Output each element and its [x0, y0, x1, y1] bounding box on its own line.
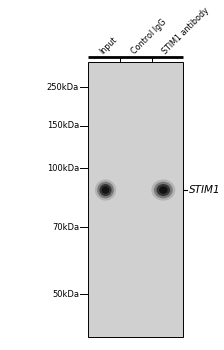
Text: 250kDa: 250kDa	[47, 83, 79, 92]
Ellipse shape	[97, 182, 114, 198]
Ellipse shape	[159, 186, 168, 194]
Text: Control IgG: Control IgG	[129, 18, 168, 56]
Bar	[88, 62, 183, 337]
Text: 50kDa: 50kDa	[52, 290, 79, 299]
Ellipse shape	[95, 180, 116, 201]
Ellipse shape	[102, 186, 109, 194]
Text: 100kDa: 100kDa	[47, 163, 79, 173]
Ellipse shape	[99, 184, 112, 196]
Text: 70kDa: 70kDa	[52, 223, 79, 232]
Ellipse shape	[151, 180, 175, 201]
Ellipse shape	[157, 184, 170, 196]
Ellipse shape	[154, 182, 173, 198]
Text: STIM1: STIM1	[188, 185, 220, 195]
Text: STIM1 antibody: STIM1 antibody	[161, 6, 211, 56]
Text: Input: Input	[98, 35, 119, 56]
Text: 150kDa: 150kDa	[47, 121, 79, 130]
